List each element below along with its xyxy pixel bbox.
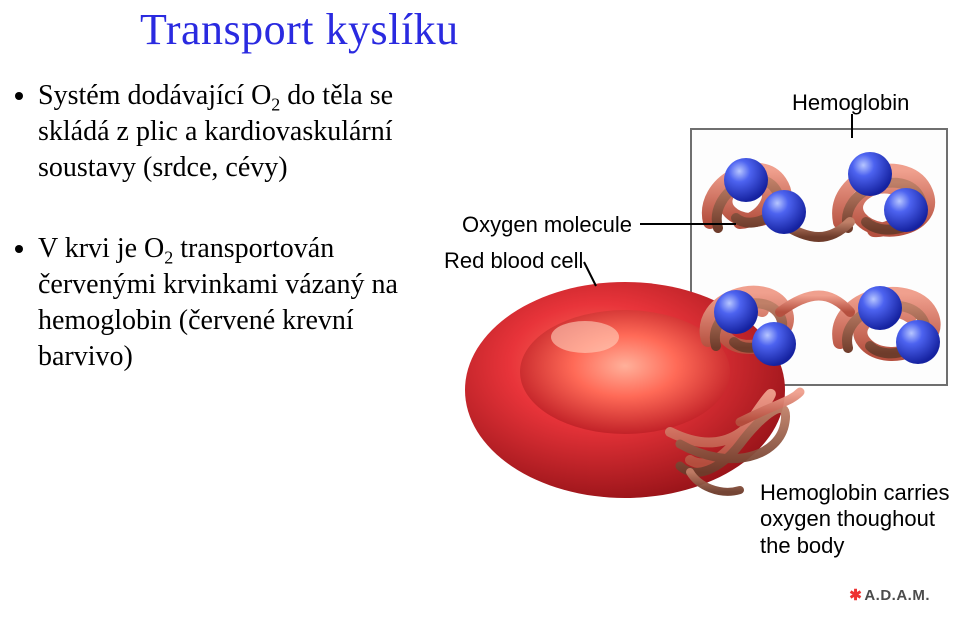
- bullet-item: V krvi je O2 transportován červenými krv…: [38, 231, 442, 374]
- star-icon: ✱: [849, 587, 862, 604]
- caption-text: Hemoglobin carries oxygen thoughout the …: [760, 480, 950, 559]
- label-hemoglobin: Hemoglobin: [792, 90, 909, 116]
- bullet-list: Systém dodávající O2 do těla se skládá z…: [12, 78, 442, 421]
- slide-title: Transport kyslíku: [140, 4, 459, 55]
- label-oxygen-molecule: Oxygen molecule: [462, 212, 632, 238]
- label-red-blood-cell: Red blood cell: [444, 248, 583, 274]
- bullet-item: Systém dodávající O2 do těla se skládá z…: [38, 78, 442, 185]
- credit-adam: ✱A.D.A.M.: [849, 586, 930, 604]
- bullet-text-prefix: Systém dodávající O: [38, 80, 271, 111]
- subscript: 2: [164, 248, 173, 268]
- bullet-text-prefix: V krvi je O: [38, 233, 164, 264]
- credit-text: A.D.A.M.: [864, 587, 930, 604]
- illustration-panel: Hemoglobin Oxygen molecule Red blood cel…: [440, 72, 950, 612]
- subscript: 2: [271, 95, 280, 115]
